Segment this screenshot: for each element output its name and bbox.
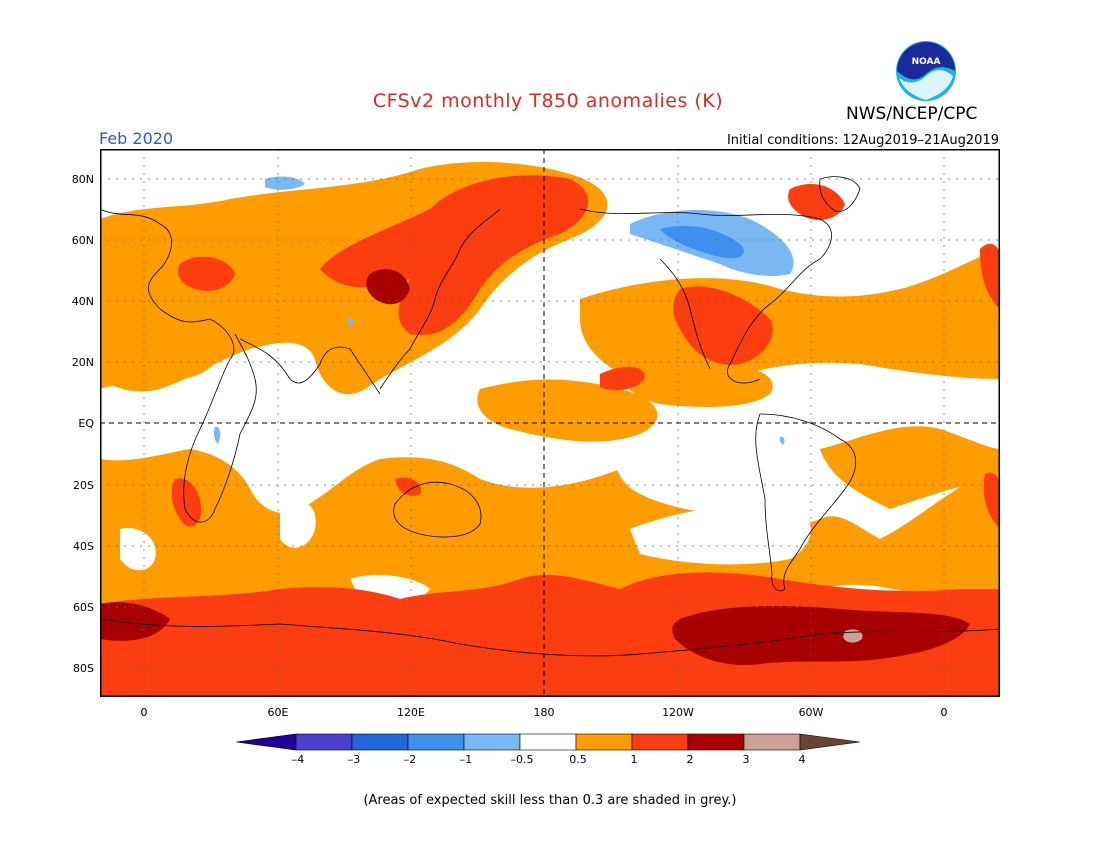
lat-label-eq: EQ <box>78 417 94 430</box>
lat-label-60n: 60N <box>71 234 94 247</box>
anomaly-map-svg <box>100 149 1000 697</box>
lon-label-180: 180 <box>533 706 555 719</box>
legend-swatch-lowest <box>235 733 297 751</box>
anomaly-region-2-3 <box>100 269 970 665</box>
legend-swatch <box>519 733 577 751</box>
legend-swatch <box>463 733 521 751</box>
legend-tick-label: –2 <box>403 753 417 766</box>
legend-swatch <box>743 733 801 751</box>
valid-month: Feb 2020 <box>99 129 174 148</box>
skill-footnote: (Areas of expected skill less than 0.3 a… <box>363 793 737 808</box>
legend-tick-label: 3 <box>742 753 750 766</box>
map-frame <box>100 149 1000 697</box>
lon-label-60e: 60E <box>267 706 289 719</box>
legend-tick-label: –3 <box>347 753 361 766</box>
coastlines <box>100 176 1000 657</box>
lat-label-20n: 20N <box>71 356 94 369</box>
legend-tick-label: –0.5 <box>510 753 534 766</box>
legend-tick-label: –1 <box>459 753 473 766</box>
legend-swatch <box>351 733 409 751</box>
legend-tick-label: 2 <box>686 753 694 766</box>
chart-title: CFSv2 monthly T850 anomalies (K) <box>372 90 724 112</box>
legend-swatch-highest <box>799 733 861 751</box>
lon-label-120w: 120W <box>662 706 694 719</box>
legend-swatch <box>295 733 353 751</box>
legend-tick-label: –4 <box>291 753 305 766</box>
anomaly-region-1-2 <box>100 175 1000 697</box>
reference-lines <box>100 149 1000 697</box>
initial-conditions: Initial conditions: 12Aug2019–21Aug2019 <box>726 133 999 148</box>
lat-label-60s: 60S <box>73 601 94 614</box>
legend-swatch <box>407 733 465 751</box>
anomaly-region-neg1-2 <box>660 225 744 259</box>
legend-tick-label: 4 <box>798 753 806 766</box>
lat-label-80s: 80S <box>73 662 94 675</box>
noaa-logo-text: NOAA <box>912 57 941 67</box>
lat-label-40s: 40S <box>73 540 94 553</box>
lon-label-60w: 60W <box>798 706 824 719</box>
lat-label-40n: 40N <box>71 295 94 308</box>
lon-label-0: 0 <box>140 706 148 719</box>
noaa-logo: NOAA <box>895 40 957 102</box>
lon-label-120e: 120E <box>397 706 425 719</box>
legend-colorbar <box>235 732 864 752</box>
legend-tick-label: 0.5 <box>569 753 587 766</box>
agency-label: NWS/NCEP/CPC <box>846 104 978 124</box>
anomaly-map <box>100 149 1000 697</box>
lon-label-0-east: 0 <box>940 706 948 719</box>
legend-swatch <box>575 733 633 751</box>
anomaly-region-3-4 <box>843 629 863 643</box>
legend-swatch <box>687 733 745 751</box>
legend-swatch <box>631 733 689 751</box>
lat-label-80n: 80N <box>71 173 94 186</box>
legend-colorbar-svg <box>235 733 861 751</box>
lat-label-20s: 20S <box>73 479 94 492</box>
legend-tick-label: 1 <box>630 753 638 766</box>
